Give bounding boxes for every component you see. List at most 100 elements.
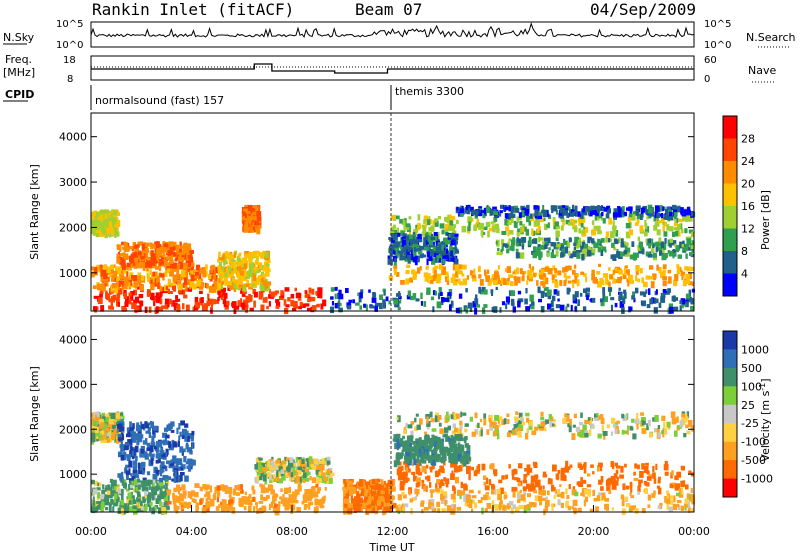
heatmap-cell: [113, 488, 116, 495]
heatmap-cell: [417, 244, 421, 248]
heatmap-cell: [445, 223, 450, 231]
heatmap-cell: [493, 211, 499, 216]
heatmap-cell: [290, 293, 295, 299]
heatmap-cell: [457, 466, 461, 472]
heatmap-cell: [358, 493, 362, 497]
heatmap-cell: [184, 436, 188, 442]
heatmap-cell: [140, 241, 143, 246]
heatmap-cell: [454, 476, 459, 484]
heatmap-cell: [378, 483, 381, 489]
heatmap-cell: [572, 222, 576, 227]
heatmap-cell: [684, 228, 688, 234]
heatmap-cell: [451, 470, 454, 476]
heatmap-cell: [500, 277, 505, 284]
heatmap-cell: [278, 466, 283, 471]
heatmap-cell: [544, 277, 549, 285]
heatmap-cell: [123, 279, 129, 287]
heatmap-cell: [227, 253, 232, 260]
heatmap-cell: [537, 286, 541, 294]
colorbar-frame: [722, 115, 738, 297]
heatmap-cell: [632, 253, 638, 261]
heatmap-cell: [163, 504, 166, 508]
heatmap-cell: [144, 490, 147, 496]
heatmap-cell: [396, 215, 400, 220]
heatmap-cell: [543, 237, 549, 242]
heatmap-cell: [183, 242, 188, 249]
heatmap-cell: [292, 494, 297, 500]
heatmap-cell: [185, 461, 190, 465]
heatmap-cell: [191, 443, 194, 450]
heatmap-cell: [179, 252, 183, 259]
heatmap-cell: [258, 465, 263, 472]
heatmap-cell: [219, 261, 222, 266]
heatmap-cell: [179, 474, 183, 482]
heatmap-cell: [430, 233, 434, 238]
heatmap-cell: [157, 282, 160, 289]
heatmap-cell: [613, 208, 618, 215]
heatmap-cell: [573, 264, 577, 269]
heatmap-cell: [125, 246, 130, 252]
heatmap-cell: [134, 296, 140, 303]
heatmap-cell: [144, 495, 148, 499]
heatmap-cell: [174, 475, 180, 483]
heatmap-cell: [669, 226, 674, 232]
heatmap-cell: [369, 305, 375, 309]
heatmap-cell: [531, 228, 534, 236]
heatmap-cell: [317, 478, 322, 483]
heatmap-cell: [116, 498, 119, 504]
heatmap-cell: [584, 419, 590, 425]
heatmap-cell: [390, 259, 393, 266]
heatmap-cell: [614, 422, 619, 426]
heatmap-cell: [191, 430, 195, 436]
heatmap-cell: [307, 307, 312, 312]
heatmap-cell: [346, 497, 350, 504]
heatmap-cell: [154, 445, 158, 450]
heatmap-cell: [399, 484, 405, 491]
heatmap-cell: [319, 291, 323, 299]
heatmap-cell: [250, 222, 253, 226]
heatmap-cell: [529, 294, 534, 302]
heatmap-cell: [593, 206, 598, 211]
heatmap-cell: [401, 465, 404, 471]
heatmap-cell: [591, 248, 596, 253]
heatmap-cell: [471, 274, 476, 279]
heatmap-cell: [567, 288, 571, 293]
heatmap-cell: [406, 477, 410, 482]
heatmap-cell: [99, 482, 102, 487]
heatmap-cell: [259, 483, 263, 488]
heatmap-cell: [672, 254, 675, 259]
heatmap-cell: [252, 251, 258, 257]
heatmap-cell: [280, 469, 285, 474]
heatmap-cell: [635, 287, 639, 294]
heatmap-cell: [266, 306, 269, 310]
heatmap-cell: [427, 219, 431, 226]
heatmap-cell: [600, 249, 604, 256]
heatmap-cell: [146, 256, 152, 260]
heatmap-cell: [126, 499, 130, 504]
heatmap-cell: [568, 484, 571, 489]
heatmap-cell: [285, 304, 290, 308]
heatmap-cell: [580, 245, 584, 253]
heatmap-cell: [300, 468, 305, 472]
heatmap-cell: [671, 231, 675, 238]
heatmap-cell: [564, 466, 569, 473]
heatmap-cell: [167, 501, 172, 505]
heatmap-cell: [633, 297, 636, 303]
heatmap-cell: [676, 471, 682, 478]
heatmap-cell: [247, 506, 252, 513]
heatmap-cell: [91, 506, 94, 511]
heatmap-cell: [467, 302, 473, 309]
heatmap-cell: [238, 284, 244, 288]
colorbar-tick-label: 12: [741, 223, 755, 236]
heatmap-cell: [344, 482, 347, 488]
heatmap-cell: [454, 250, 460, 254]
heatmap-cell: [579, 292, 583, 297]
heatmap-cell: [583, 288, 587, 293]
heatmap-cell: [121, 241, 126, 246]
heatmap-cell: [214, 282, 218, 287]
heatmap-cell: [688, 296, 692, 301]
heatmap-cell: [126, 488, 130, 492]
heatmap-cell: [294, 470, 299, 476]
heatmap-cell: [479, 279, 484, 286]
heatmap-cell: [147, 497, 152, 504]
